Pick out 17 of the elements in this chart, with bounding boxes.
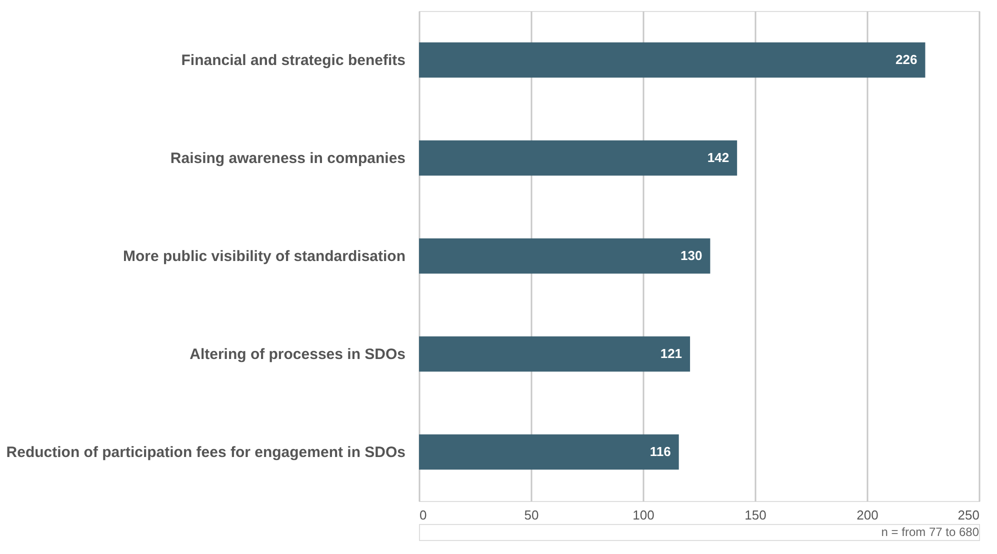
data-label: 226 <box>896 52 918 67</box>
x-tick-label: 200 <box>856 508 878 522</box>
y-tick-label: Raising awareness in companies <box>170 150 406 167</box>
x-tick-label: 150 <box>744 508 766 522</box>
text: n = from 77 to 680 <box>881 525 980 539</box>
y-tick-label: More public visibility of standardisation <box>122 248 406 265</box>
y-tick-label: Financial and strategic benefits <box>181 52 406 69</box>
data-label: 116 <box>650 444 671 459</box>
x-tick-label: 50 <box>524 508 539 522</box>
y-tick-label: Altering of processes in SDOs <box>190 346 406 363</box>
y-tick-label: Reduction of participation fees for engagement in SDOs <box>6 444 406 461</box>
x-tick-label: 100 <box>632 508 654 522</box>
x-tick-label: 0 <box>420 508 427 522</box>
data-label: 121 <box>660 346 682 361</box>
data-label: 142 <box>707 150 730 165</box>
x-tick-label: 250 <box>958 508 980 522</box>
data-label: 130 <box>680 248 702 263</box>
